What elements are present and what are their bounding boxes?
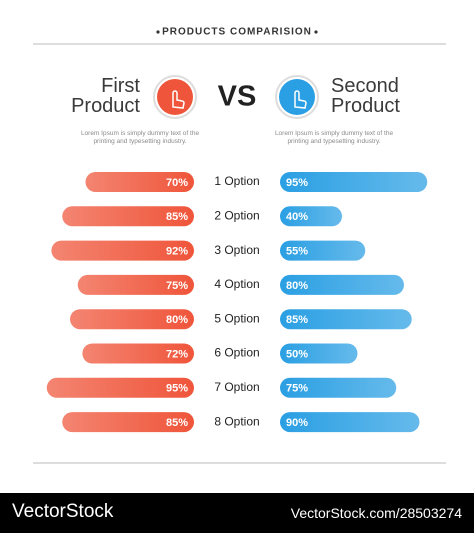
hand-icon [294, 90, 307, 109]
bar [280, 206, 342, 227]
value-label: 85% [166, 417, 188, 429]
bar [62, 206, 194, 227]
value-label: 50% [286, 348, 308, 360]
product-name: Second Product [331, 75, 400, 117]
value-label: 55% [286, 246, 308, 258]
title-dot [314, 30, 318, 34]
hand-icon [172, 90, 185, 109]
category-label: 4 Option [214, 277, 259, 291]
category-label: 8 Option [214, 414, 259, 428]
bar [62, 412, 194, 433]
value-label: 85% [286, 314, 308, 326]
bar [280, 240, 366, 261]
value-label: 80% [286, 280, 308, 292]
watermark-url: VectorStock.com/28503274 [290, 505, 462, 521]
value-label: 80% [166, 314, 188, 326]
value-label: 70% [166, 177, 188, 189]
bar [280, 412, 420, 433]
product-description: Lorem Ipsum is simply dummy text of the … [274, 130, 394, 145]
bar [51, 240, 195, 261]
value-label: 95% [166, 383, 188, 395]
value-label: 92% [166, 246, 188, 258]
value-label: 85% [166, 211, 188, 223]
title-dot [156, 30, 160, 34]
bar [280, 309, 412, 330]
category-label: 6 Option [214, 346, 259, 360]
value-label: 75% [286, 383, 308, 395]
chart-title: PRODUCTS COMPARISION [162, 27, 312, 38]
value-label: 72% [166, 348, 188, 360]
watermark-brand: VectorStock [12, 501, 114, 522]
product-icon [157, 79, 193, 115]
category-label: 2 Option [214, 208, 259, 222]
product-icon [279, 79, 315, 115]
bar [280, 172, 428, 192]
product-description: Lorem Ipsum is simply dummy text of the … [80, 130, 200, 145]
value-label: 95% [286, 177, 308, 189]
category-label: 7 Option [214, 380, 259, 394]
bar [46, 377, 194, 398]
bar [82, 343, 194, 364]
bar [280, 377, 397, 398]
value-label: 75% [166, 280, 188, 292]
watermark-band: VectorStock VectorStock.com/28503274 [0, 493, 474, 533]
product-name: First Product [71, 75, 140, 117]
bar [77, 274, 194, 295]
vs-label: VS [218, 81, 257, 113]
bar [70, 309, 194, 330]
value-label: 40% [286, 211, 308, 223]
category-label: 3 Option [214, 243, 259, 257]
bar [85, 172, 194, 192]
bar [280, 343, 358, 364]
value-label: 90% [286, 417, 308, 429]
category-label: 5 Option [214, 311, 259, 325]
category-label: 1 Option [214, 174, 259, 188]
bar [280, 274, 404, 295]
